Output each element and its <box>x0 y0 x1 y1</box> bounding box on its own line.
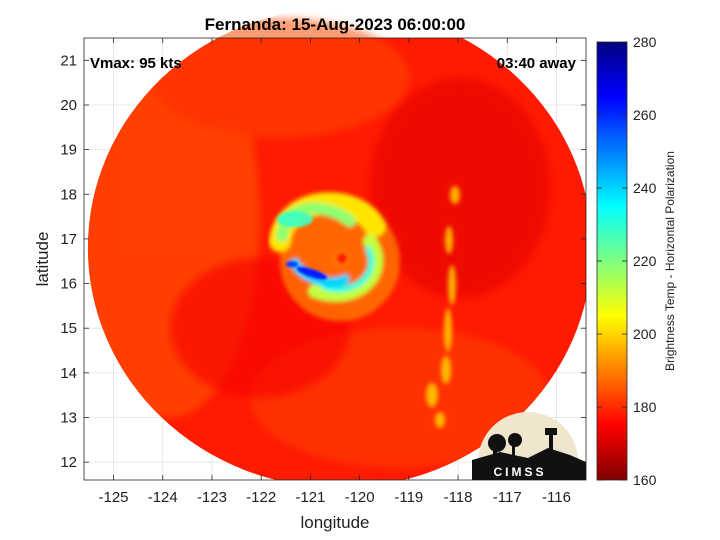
vmax-annotation: Vmax: 95 kts <box>90 55 182 72</box>
y-tick-label: 12 <box>60 454 77 471</box>
x-tick-label: -123 <box>197 489 227 506</box>
svg-text:CIMSS: CIMSS <box>493 465 546 479</box>
y-tick-label: 15 <box>60 320 77 337</box>
colorbar-tick-label: 220 <box>633 253 657 269</box>
x-tick-label: -117 <box>493 489 522 506</box>
y-tick-label: 17 <box>60 231 77 248</box>
x-tick-label: -124 <box>148 489 178 506</box>
x-tick-label: -120 <box>345 489 375 506</box>
colorbar-tick-label: 200 <box>633 326 657 342</box>
x-axis-label: longitude <box>300 513 369 532</box>
x-tick-label: -122 <box>246 489 276 506</box>
y-tick-label: 16 <box>60 276 77 293</box>
cimss-logo: CIMSS <box>472 412 586 480</box>
x-tick-label: -121 <box>295 489 325 506</box>
colorbar-tick-label: 280 <box>633 34 657 50</box>
colorbar-tick-label: 240 <box>633 180 657 196</box>
colorbar-tick-label: 260 <box>633 107 657 123</box>
x-tick-label: -118 <box>444 489 473 506</box>
y-tick-label: 14 <box>60 365 77 382</box>
plot-frame <box>83 37 587 481</box>
x-tick-label: -116 <box>542 489 571 506</box>
y-tick-labels: 12 13 14 15 16 17 18 19 20 21 <box>60 52 77 471</box>
time-away-annotation: 03:40 away <box>497 55 577 72</box>
chart-title: Fernanda: 15-Aug-2023 06:00:00 <box>205 15 466 34</box>
x-tick-label: -125 <box>99 489 129 506</box>
colorbar-tick-label: 180 <box>633 399 657 415</box>
y-tick-label: 13 <box>60 409 77 426</box>
colorbar-tick-label: 160 <box>633 472 657 488</box>
colorbar-ticks: 160 180 200 220 240 260 280 <box>597 34 657 488</box>
y-tick-label: 18 <box>60 186 77 203</box>
brightness-temperature-swath <box>87 17 586 480</box>
y-tick-label: 20 <box>60 97 77 114</box>
colorbar-label: Brightness Temp - Horizontal Polarizatio… <box>663 151 677 371</box>
x-tick-label: -119 <box>394 489 423 506</box>
x-tick-labels: -125 -124 -123 -122 -121 -120 -119 -118 -117 -116 <box>99 489 571 506</box>
y-axis-label: latitude <box>33 232 52 287</box>
y-tick-label: 19 <box>60 142 77 159</box>
y-tick-label: 21 <box>60 52 77 69</box>
